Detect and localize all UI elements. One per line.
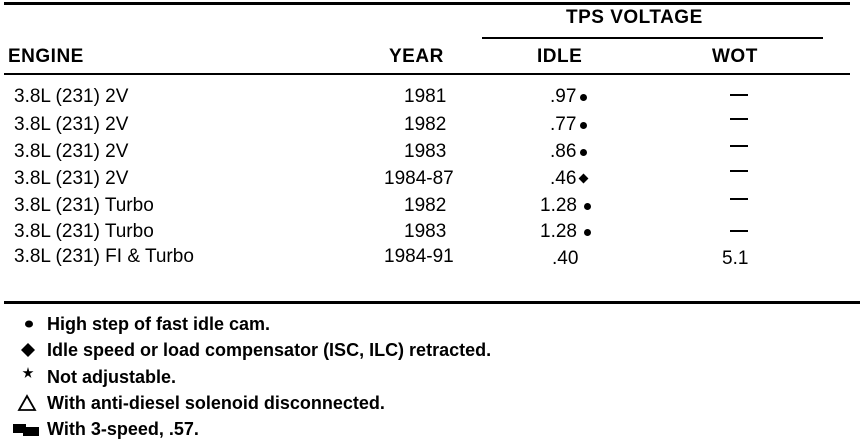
wot-dash — [730, 198, 748, 200]
idle-cell: .86 — [550, 141, 577, 162]
triangle-icon — [17, 394, 37, 411]
idle-header: IDLE — [537, 46, 583, 67]
flag-icon — [13, 424, 39, 436]
tps-voltage-rule — [482, 37, 823, 39]
top-rule — [4, 2, 850, 5]
engine-cell: 3.8L (231) Turbo — [14, 221, 154, 242]
engine-header: ENGINE — [8, 46, 84, 67]
engine-cell: 3.8L (231) 2V — [14, 114, 129, 135]
idle-cell: 1.28 — [540, 221, 577, 242]
legend-text: High step of fast idle cam. — [47, 314, 271, 334]
circle-icon — [584, 203, 591, 210]
circle-icon — [580, 149, 587, 156]
bottom-rule — [4, 301, 860, 304]
year-cell: 1982 — [404, 114, 447, 135]
wot-dash — [730, 170, 748, 172]
wot-dash — [730, 118, 748, 120]
legend-text: With anti-diesel solenoid disconnected. — [47, 393, 385, 413]
circle-icon — [25, 320, 33, 328]
idle-cell: .77 — [550, 114, 577, 135]
wot-dash — [730, 230, 748, 232]
year-header: YEAR — [389, 46, 444, 67]
diamond-icon — [578, 173, 589, 184]
legend-text: With 3-speed, .57. — [47, 419, 199, 439]
legend-text: Idle speed or load compensator (ISC, ILC… — [47, 340, 492, 360]
legend-text: Not adjustable. — [47, 367, 177, 387]
wot-dash — [730, 145, 748, 147]
wot-header: WOT — [712, 46, 758, 67]
circle-icon — [580, 122, 587, 129]
year-cell: 1983 — [404, 221, 447, 242]
circle-icon — [580, 94, 587, 101]
header-rule — [4, 73, 850, 75]
engine-cell: 3.8L (231) Turbo — [14, 195, 154, 216]
year-cell: 1984-87 — [384, 168, 454, 189]
tps-voltage-header: TPS VOLTAGE — [566, 7, 703, 28]
engine-cell: 3.8L (231) FI & Turbo — [14, 246, 194, 267]
engine-cell: 3.8L (231) 2V — [14, 168, 129, 189]
idle-cell: 1.28 — [540, 195, 577, 216]
wot-cell: 5.1 — [722, 248, 749, 269]
engine-cell: 3.8L (231) 2V — [14, 141, 129, 162]
wot-dash — [730, 94, 748, 96]
idle-cell: .97 — [550, 86, 577, 107]
year-cell: 1983 — [404, 141, 447, 162]
asterisk-icon — [22, 367, 34, 378]
idle-cell: .46 — [550, 168, 577, 189]
circle-icon — [584, 229, 591, 236]
year-cell: 1984-91 — [384, 246, 454, 267]
diamond-icon — [21, 343, 35, 357]
year-cell: 1982 — [404, 195, 447, 216]
engine-cell: 3.8L (231) 2V — [14, 86, 129, 107]
idle-cell: .40 — [552, 248, 579, 269]
year-cell: 1981 — [404, 86, 447, 107]
